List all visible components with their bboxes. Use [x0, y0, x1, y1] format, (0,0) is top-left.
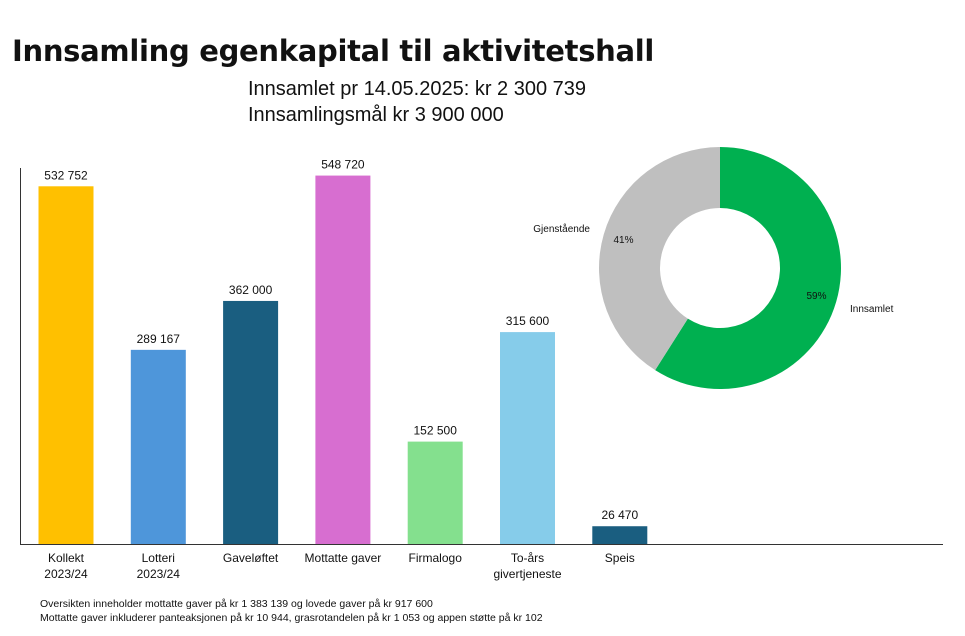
bar-data-label: 289 167	[137, 332, 181, 346]
bar	[130, 349, 186, 544]
bar-data-label: 362 000	[229, 283, 273, 297]
donut-percent-label: 41%	[613, 235, 633, 246]
donut-slice-gjenstående	[599, 147, 720, 371]
x-tick-label: Lotteri 2023/24	[137, 551, 181, 581]
donut-category-label: Gjenstående	[533, 223, 590, 235]
donut-slice-innsamlet	[655, 147, 841, 389]
goal-subtitle: Innsamlingsmål kr 3 900 000	[248, 104, 504, 126]
bar-data-label: 532 752	[44, 168, 88, 182]
bar-data-label: 548 720	[321, 158, 365, 172]
bar	[500, 332, 555, 544]
x-tick-label: To-års givertjeneste	[493, 551, 561, 581]
bar-data-label: 315 600	[506, 314, 550, 328]
donut-category-label: Innsamlet	[850, 304, 894, 315]
x-tick-label: Speis	[605, 551, 635, 565]
footnotes: Oversikten inneholder mottatte gaver på …	[40, 597, 543, 625]
donut-chart: 59% 41% Innsamlet Gjenstående	[533, 147, 894, 389]
bar	[38, 186, 94, 544]
bar-data-label: 152 500	[414, 424, 458, 438]
bar	[592, 526, 648, 544]
x-tick-label: Mottatte gaver	[305, 551, 382, 565]
x-tick-label: Kollekt 2023/24	[44, 551, 88, 581]
bar	[223, 300, 279, 544]
page-title: Innsamling egenkapital til aktivitetshal…	[12, 34, 655, 68]
bar	[315, 175, 371, 544]
footnote-gifts-overview: Oversikten inneholder mottatte gaver på …	[40, 598, 433, 610]
x-tick-label: Gaveløftet	[223, 551, 279, 565]
bar-chart: 532 752 Kollekt 2023/24 289 167 Lotteri 2023/…	[20, 158, 943, 581]
footnote-gifts-breakdown: Mottatte gaver inkluderer panteaksjonen …	[40, 612, 543, 624]
bar-data-label: 26 470	[601, 508, 638, 522]
bar	[407, 441, 463, 544]
x-tick-label: Firmalogo	[409, 551, 463, 565]
donut-percent-label: 59%	[807, 291, 827, 302]
collected-subtitle: Innsamlet pr 14.05.2025: kr 2 300 739	[248, 78, 587, 100]
